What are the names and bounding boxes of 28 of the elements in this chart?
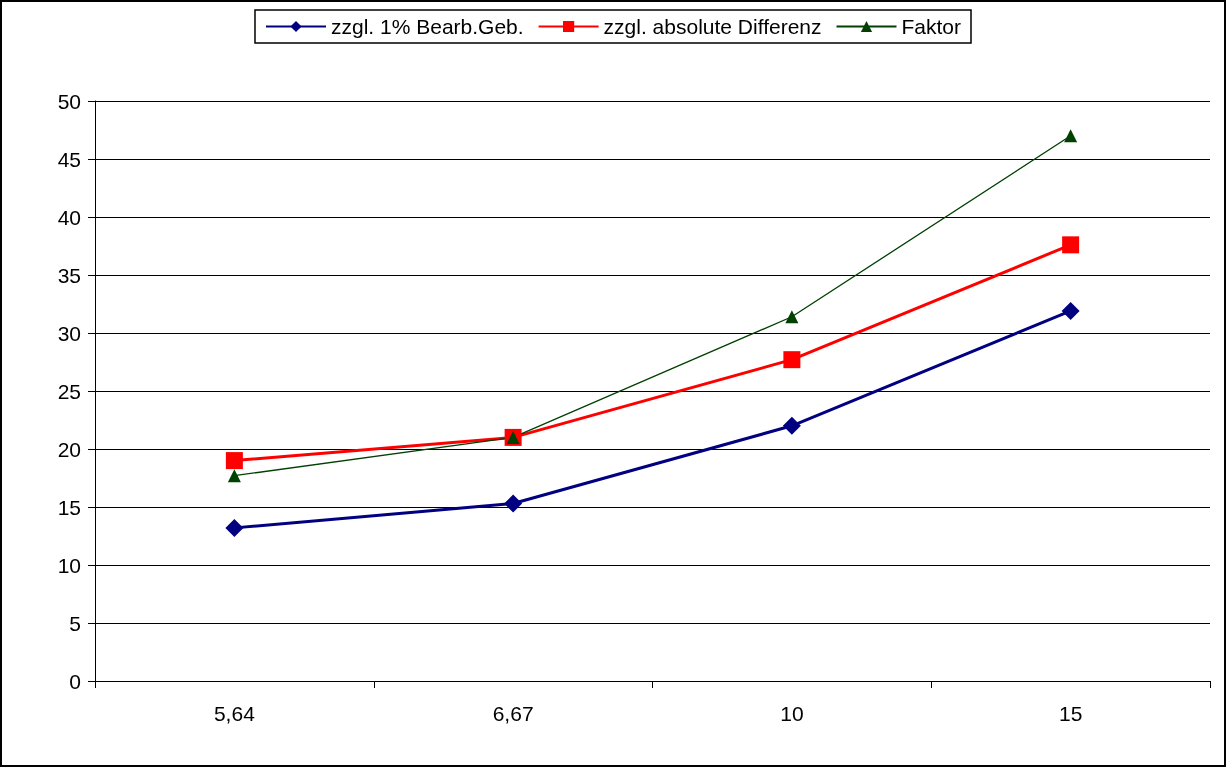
point: [225, 518, 244, 537]
legend-label: zzgl. absolute Differenz: [603, 15, 822, 38]
x-tick-label: 15: [1058, 702, 1083, 725]
legend-label: Faktor: [901, 15, 962, 38]
y-tick-label: 35: [57, 263, 81, 287]
y-tick-label: 50: [57, 89, 81, 113]
y-tick-label: 10: [57, 553, 81, 577]
x-tick-label: 5,64: [213, 702, 256, 725]
point: [504, 494, 523, 513]
point: [785, 310, 799, 324]
point: [1064, 129, 1078, 143]
point: [227, 469, 241, 483]
x-tick-label: 6,67: [492, 702, 534, 725]
y-tick-label: 45: [57, 147, 81, 171]
x-tick-label: 10: [780, 702, 804, 725]
point: [1062, 236, 1080, 254]
y-tick-label: 5: [69, 611, 81, 635]
point: [783, 351, 801, 369]
point: [782, 416, 801, 435]
y-tick-label: 25: [57, 379, 81, 403]
y-tick-label: 40: [57, 205, 81, 229]
legend-label: zzgl. 1% Bearb.Geb.: [331, 15, 524, 38]
y-tick-label: 30: [57, 321, 81, 345]
y-tick-label: 15: [57, 495, 81, 519]
y-tick-label: 20: [57, 437, 81, 461]
point: [225, 452, 243, 470]
point: [1061, 301, 1080, 320]
y-tick-label: 0: [69, 669, 81, 693]
